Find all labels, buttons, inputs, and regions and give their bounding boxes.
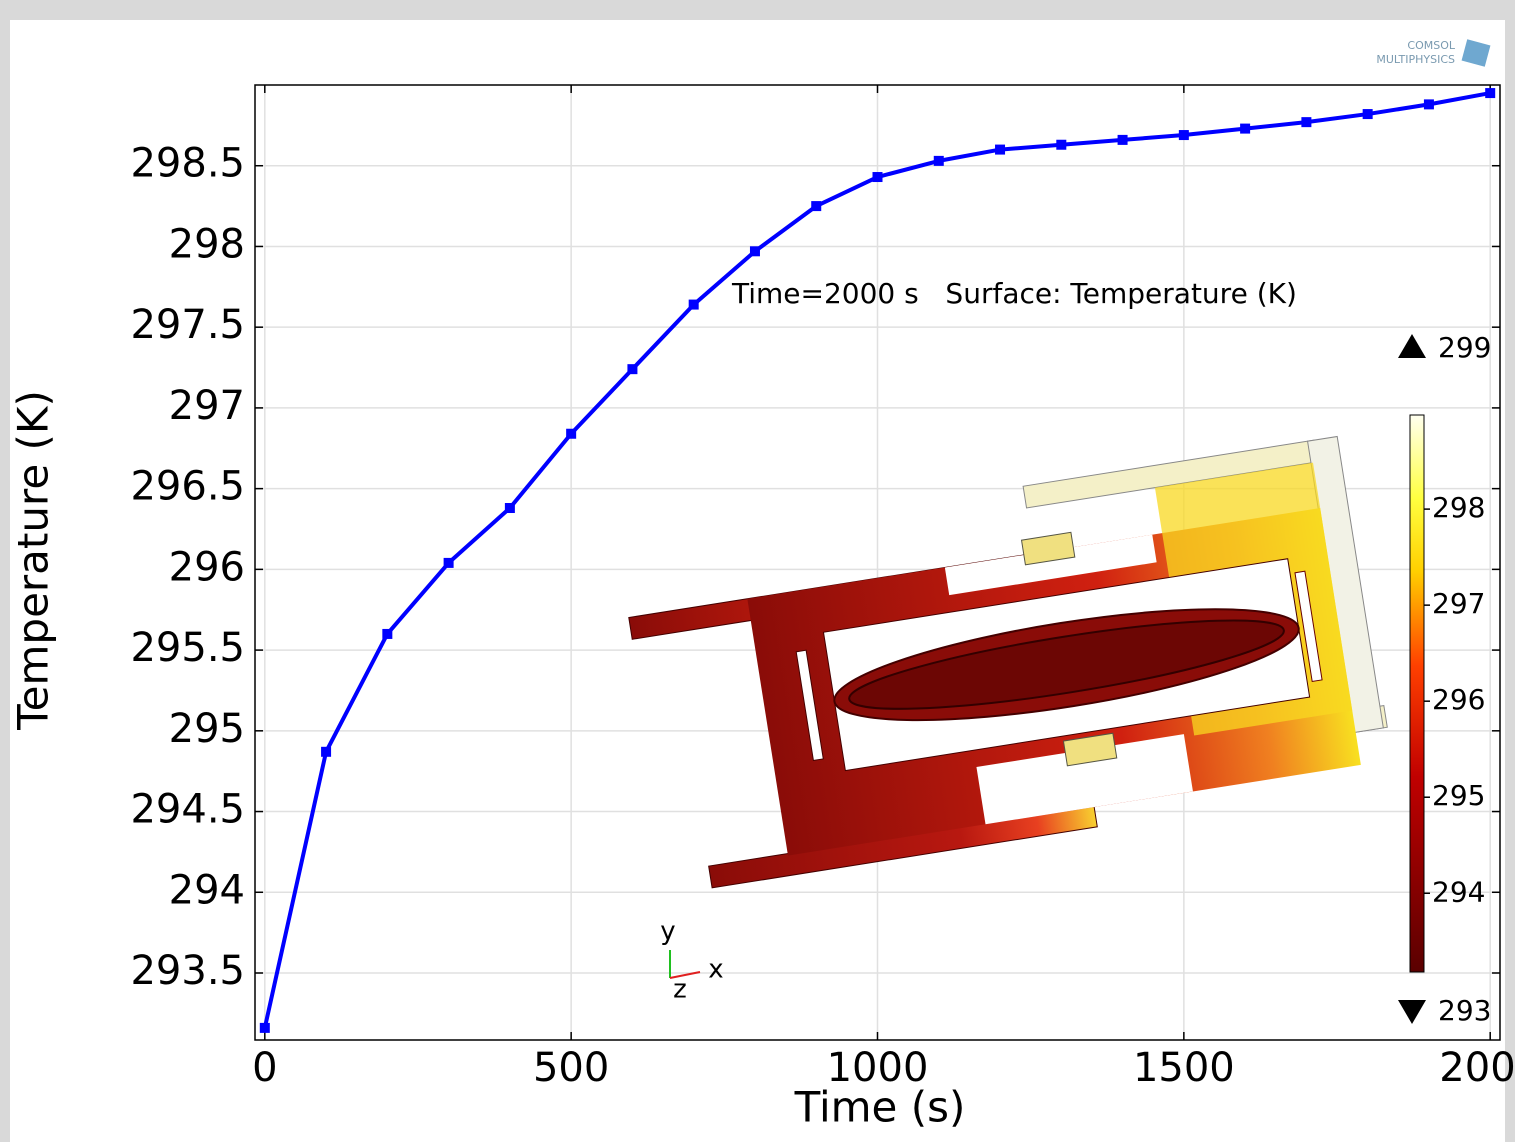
x-tick-label: 2000 (1439, 1045, 1515, 1091)
logo-line1: COMSOL (1407, 39, 1455, 52)
data-point (750, 246, 760, 256)
y-tick-label: 297 (169, 383, 245, 429)
data-point (1118, 135, 1128, 145)
triad-x-label: x (708, 955, 723, 985)
data-point (1056, 140, 1066, 150)
y-tick-label: 298.5 (130, 141, 245, 187)
y-tick-label: 298 (169, 221, 245, 267)
y-axis-label: Temperature (K) (9, 390, 58, 731)
colorbar-tick-label: 294 (1432, 875, 1485, 908)
colorbar-tick-label: 297 (1432, 587, 1485, 620)
data-point (1179, 130, 1189, 140)
logo-line2: MULTIPHYSICS (1376, 53, 1455, 66)
triad-z-label: z (673, 975, 687, 1005)
data-point (811, 201, 821, 211)
colorbar-min: 293 (1438, 994, 1491, 1027)
y-tick-label: 294 (169, 867, 245, 913)
triad-y-label: y (660, 917, 675, 947)
y-tick-label: 295.5 (130, 625, 245, 671)
page: COMSOL MULTIPHYSICS 299 293 Time=2000 s … (0, 0, 1515, 1142)
y-tick-label: 293.5 (130, 948, 245, 994)
y-tick-label: 297.5 (130, 302, 245, 348)
data-point (1301, 117, 1311, 127)
data-point (260, 1023, 270, 1033)
data-point (505, 503, 515, 513)
data-point (1363, 109, 1373, 119)
data-point (566, 429, 576, 439)
data-point (1485, 88, 1495, 98)
data-point (689, 300, 699, 310)
y-tick-label: 295 (169, 706, 245, 752)
y-tick-label: 296 (169, 544, 245, 590)
x-axis-label: Time (s) (794, 1083, 966, 1132)
data-point (321, 747, 331, 757)
inset-title: Time=2000 s Surface: Temperature (K) (731, 277, 1297, 310)
colorbar-max: 299 (1438, 331, 1491, 364)
data-point (934, 156, 944, 166)
data-point (382, 629, 392, 639)
data-point (1424, 99, 1434, 109)
data-point (444, 558, 454, 568)
x-tick-label: 0 (252, 1045, 277, 1091)
colorbar (1410, 415, 1424, 972)
colorbar-tick-label: 298 (1432, 491, 1485, 524)
data-point (1240, 124, 1250, 134)
colorbar-tick-label: 295 (1432, 779, 1485, 812)
chart: COMSOL MULTIPHYSICS 299 293 Time=2000 s … (0, 0, 1515, 1142)
data-point (995, 145, 1005, 155)
data-point (873, 172, 883, 182)
x-tick-label: 500 (533, 1045, 609, 1091)
colorbar-tick-label: 296 (1432, 683, 1485, 716)
data-point (627, 364, 637, 374)
y-tick-label: 294.5 (130, 787, 245, 833)
y-tick-label: 296.5 (130, 464, 245, 510)
x-tick-label: 1500 (1133, 1045, 1235, 1091)
